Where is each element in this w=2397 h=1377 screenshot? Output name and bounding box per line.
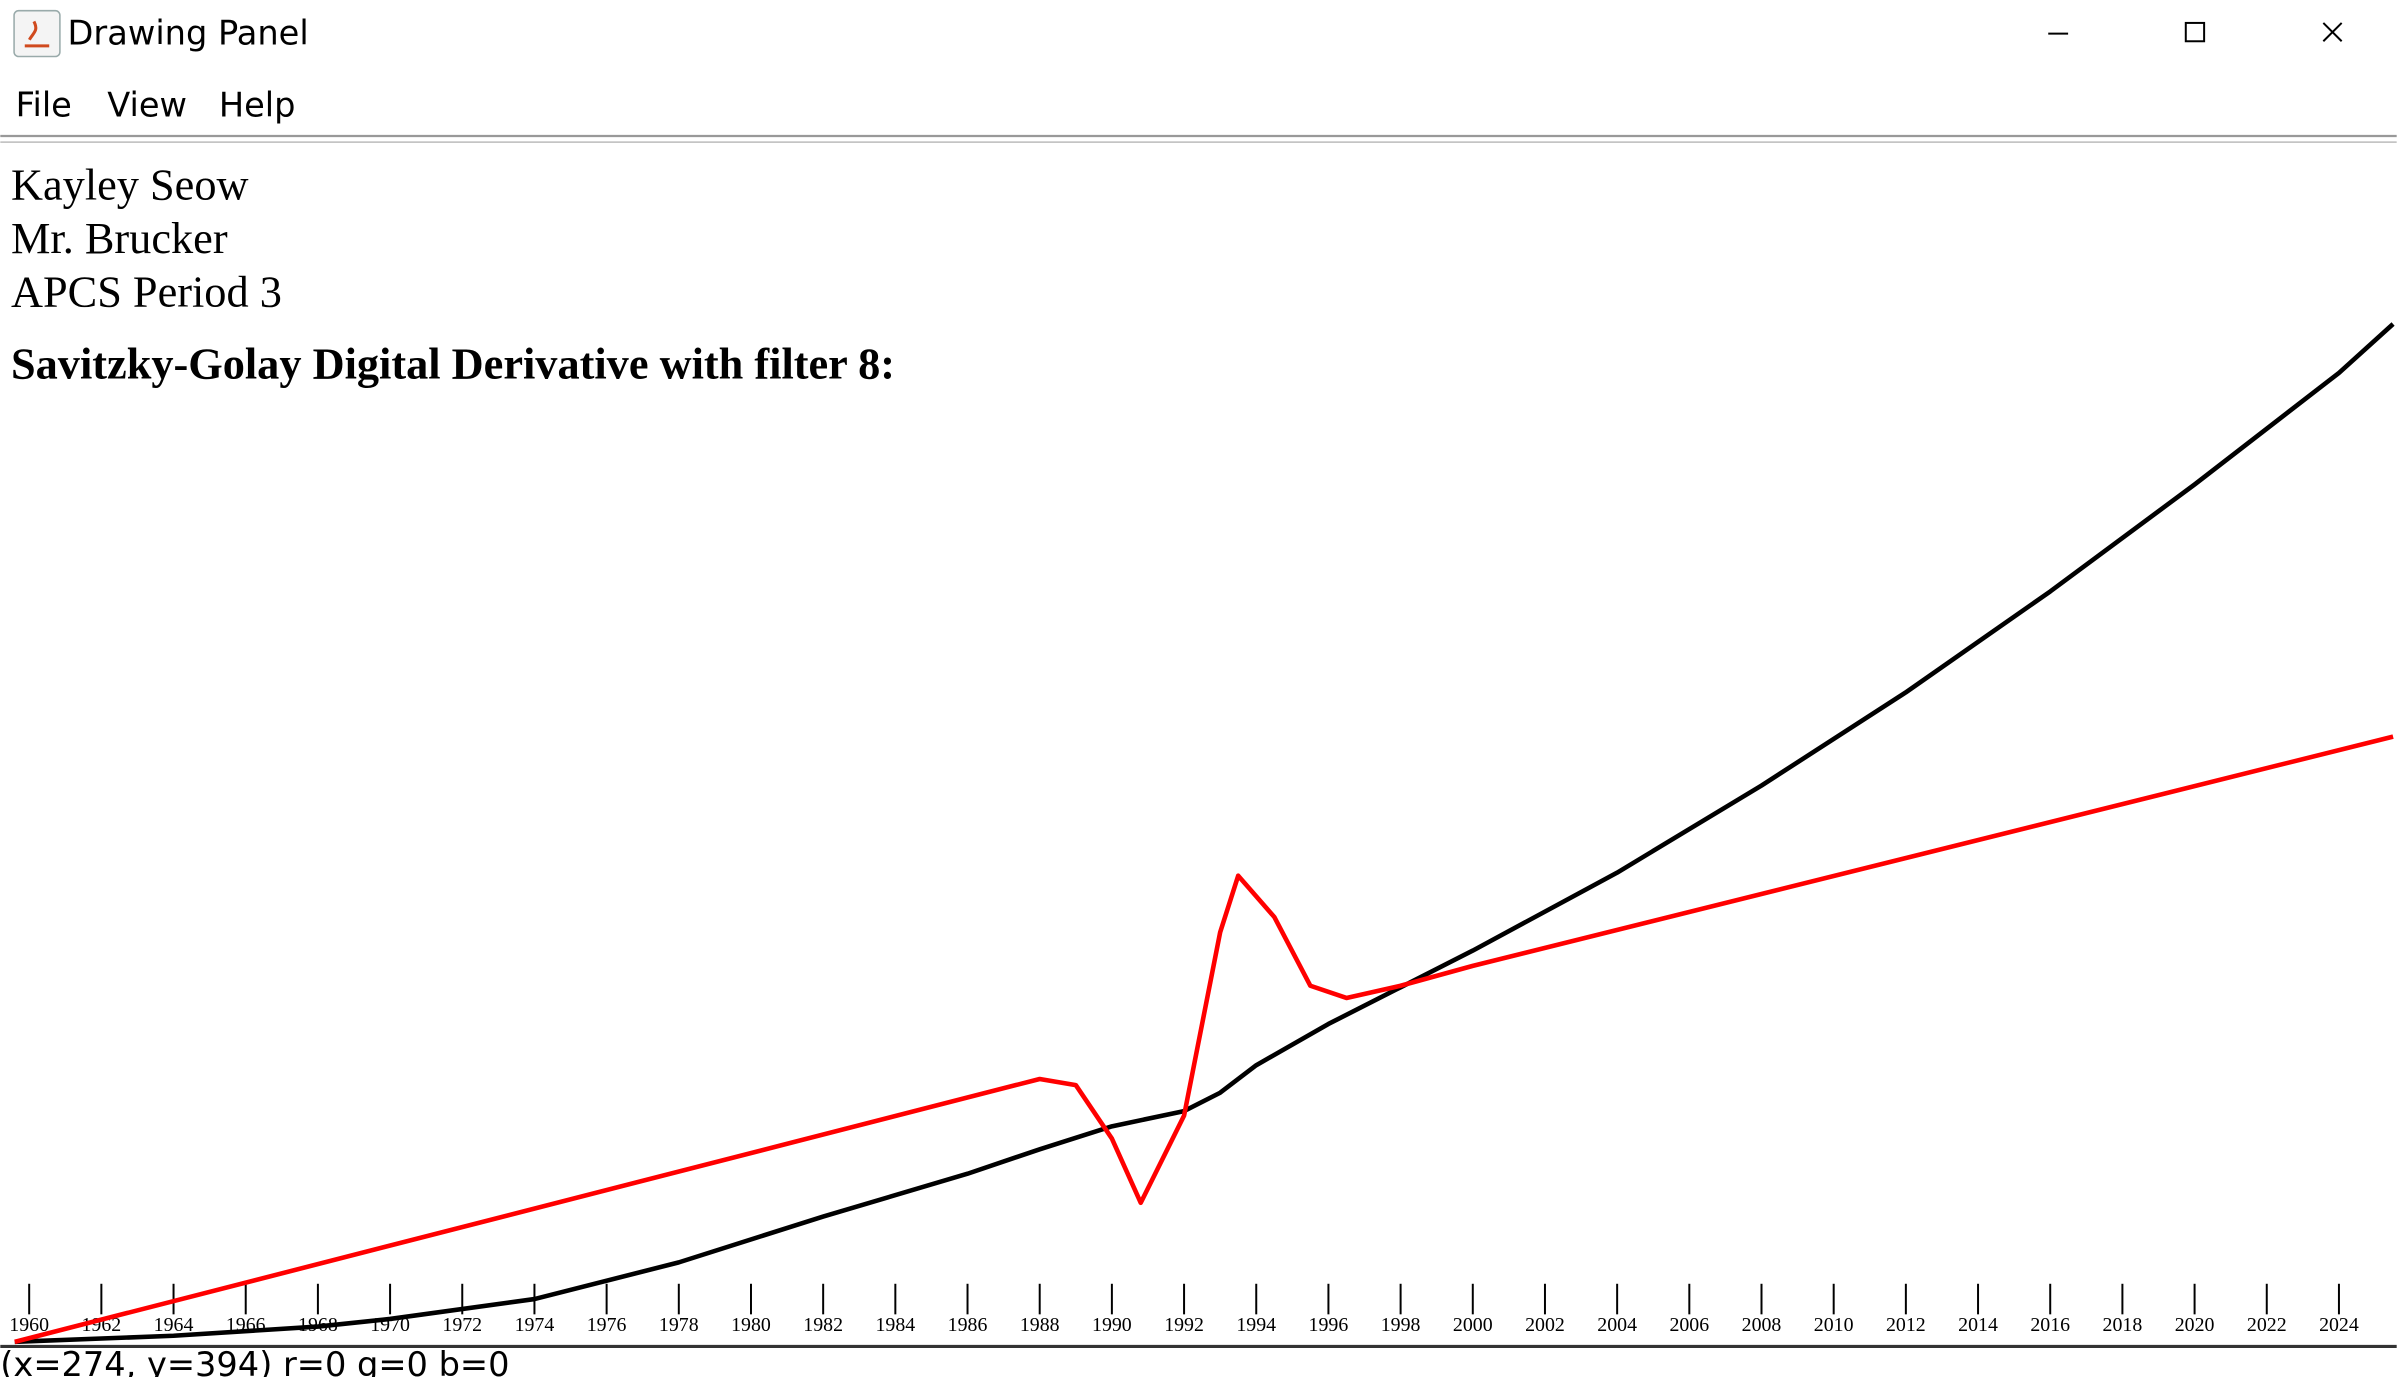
x-tick-label: 1998	[1381, 1314, 1421, 1336]
x-tick-label: 1964	[154, 1314, 194, 1336]
x-tick-label: 2008	[1742, 1314, 1782, 1336]
x-tick-label: 2024	[2319, 1314, 2359, 1336]
text-line: Kayley Seow	[11, 161, 249, 210]
x-tick-label: 1990	[1092, 1314, 1132, 1336]
window-title: Drawing Panel	[68, 14, 309, 53]
menu-item[interactable]: File	[16, 85, 72, 124]
x-tick-label: 1996	[1309, 1314, 1349, 1336]
x-tick-label: 2012	[1886, 1314, 1926, 1336]
x-tick-label: 2018	[2103, 1314, 2143, 1336]
x-tick-label: 1992	[1164, 1314, 1204, 1336]
x-tick-label: 2010	[1814, 1314, 1854, 1336]
x-tick-label: 1994	[1236, 1314, 1276, 1336]
x-tick-label: 2004	[1597, 1314, 1637, 1336]
menu-item[interactable]: View	[107, 85, 187, 124]
x-tick-label: 1974	[515, 1314, 555, 1336]
close-button[interactable]	[2322, 22, 2343, 42]
x-tick-label: 2016	[2030, 1314, 2070, 1336]
x-tick-label: 1986	[948, 1314, 988, 1336]
app-icon	[13, 9, 61, 58]
x-tick-label: 1978	[659, 1314, 699, 1336]
series-line	[14, 322, 2395, 1345]
x-tick-label: 2002	[1525, 1314, 1565, 1336]
maximize-button[interactable]	[2184, 21, 2206, 43]
x-tick-label: 2022	[2247, 1314, 2287, 1336]
x-tick-label: 1984	[875, 1314, 915, 1336]
x-tick-label: 1982	[803, 1314, 843, 1336]
x-tick-label: 1960	[9, 1314, 49, 1336]
menu-item[interactable]: Help	[219, 85, 296, 124]
text-line: APCS Period 3	[11, 268, 282, 317]
x-tick-label: 2000	[1453, 1314, 1493, 1336]
x-tick-label: 2020	[2175, 1314, 2215, 1336]
chart-title: Savitzky-Golay Digital Derivative with f…	[11, 339, 895, 388]
text-line: Mr. Brucker	[11, 214, 228, 263]
plot: 1960 1962 1964 1966 1968 1970 1972 1974 1976 1978…	[9, 322, 2395, 1345]
x-tick-label: 1976	[587, 1314, 627, 1336]
status-bar: (x=274, y=394) r=0 g=0 b=0	[0, 1345, 509, 1377]
x-tick-label: 2006	[1669, 1314, 1709, 1336]
series-line	[14, 734, 2394, 1345]
x-tick-label: 1962	[82, 1314, 122, 1336]
x-tick-label: 1980	[731, 1314, 771, 1336]
x-tick-label: 1972	[442, 1314, 482, 1336]
x-tick-label: 1988	[1020, 1314, 1060, 1336]
x-tick-label: 2014	[1958, 1314, 1998, 1336]
